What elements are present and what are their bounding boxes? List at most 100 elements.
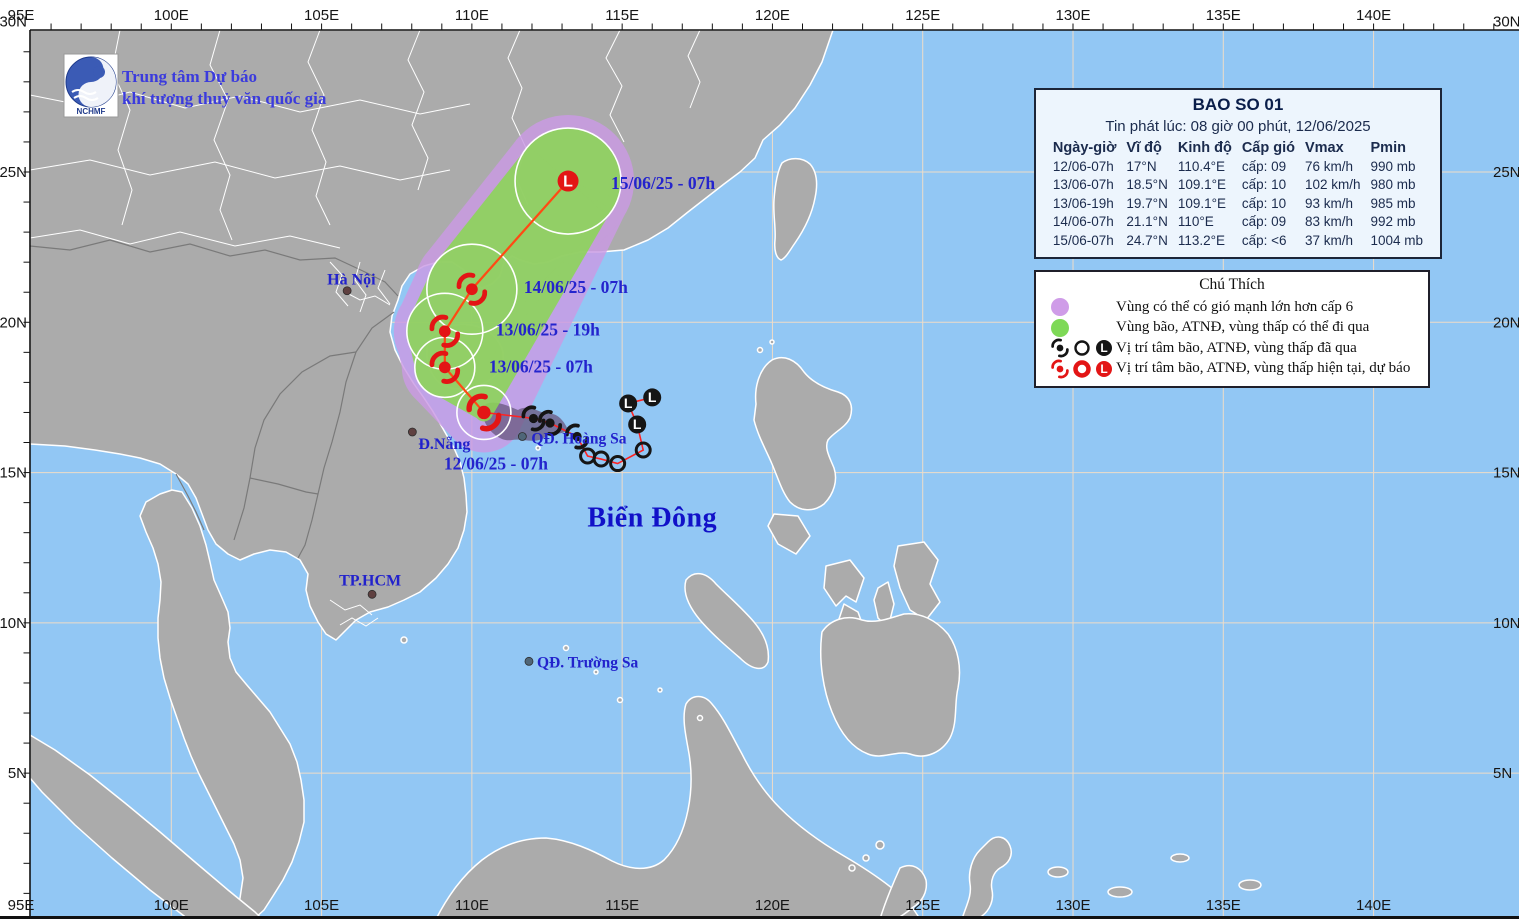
logo-abbr: NCHMF <box>77 107 106 116</box>
island-mindoro <box>767 513 811 555</box>
svg-text:L: L <box>648 389 657 405</box>
lat-label-left: 10N <box>0 615 27 632</box>
agency-name-line2: khí tượng thuỷ văn quốc gia <box>122 89 327 108</box>
current-typhoon-symbol <box>466 393 502 432</box>
sea-name-label: Biển Đông <box>587 503 717 534</box>
left-axis-strip <box>0 0 30 916</box>
place-label: TP.HCM <box>339 572 401 589</box>
country-borders <box>29 239 399 559</box>
track-date-label: 12/06/25 - 07h <box>444 453 548 473</box>
province-borders <box>29 29 701 627</box>
logo-wave-icon <box>71 89 97 95</box>
legend: Chú Thích Vùng có thể có gió mạnh lớn hơ… <box>1034 270 1430 388</box>
table-cell: cấp: <6 <box>1241 232 1287 248</box>
uncertainty-circle <box>456 384 512 441</box>
table-cell: cấp: 09 <box>1241 158 1287 174</box>
lon-label-bottom: 120E <box>755 897 790 914</box>
legend-item-current-positions: L Vị trí tâm bão, ATNĐ, vùng thấp hiện t… <box>1036 359 1428 380</box>
table-header-cell: Pmin <box>1370 140 1406 156</box>
nchmf-logo: NCHMF <box>63 53 119 118</box>
island-borneo <box>435 695 921 919</box>
table-cell: 110°E <box>1177 214 1214 229</box>
lon-label-bottom: 135E <box>1206 897 1241 914</box>
islands-dot <box>524 656 534 666</box>
table-cell: 109.1°E <box>1177 195 1227 211</box>
track-date-label: 15/06/25 - 07h <box>611 173 715 193</box>
past-low-symbol: L <box>619 394 638 413</box>
table-cell: 980 mb <box>1370 177 1416 192</box>
past-low-symbol: L <box>643 388 662 407</box>
lat-label-right: 10N <box>1493 615 1519 632</box>
table-cell: 17°N <box>1126 158 1157 174</box>
top-axis-strip <box>0 0 1519 30</box>
table-cell: cấp: 10 <box>1241 177 1287 192</box>
lon-label-top: 120E <box>755 7 790 24</box>
table-header-cell: Vĩ độ <box>1126 140 1162 156</box>
forecast-typhoon-symbol <box>429 314 461 348</box>
lat-label-right: 25N <box>1493 164 1519 181</box>
purple-area-swatch <box>1036 297 1116 317</box>
forecast-table: Ngày-giờ Vĩ độ Kinh độ Cấp gió Vmax Pmin 12/0… <box>1048 139 1428 250</box>
legend-item-wind-area: Vùng có thể có gió mạnh lớn hơn cấp 6 <box>1036 297 1428 318</box>
lon-label-top: 125E <box>905 7 940 24</box>
logo-wave2-icon <box>73 95 99 101</box>
table-row: 13/06-19h 19.7°N 109.1°E cấp: 10 93 km/h 985 … <box>1048 195 1428 214</box>
storm-title: BAO SO 01 <box>1192 95 1284 114</box>
table-cell: 985 mb <box>1370 195 1416 211</box>
table-cell: 102 km/h <box>1304 177 1361 192</box>
past-typhoon-symbol <box>538 409 563 436</box>
forecast-typhoon-symbol <box>456 272 488 306</box>
uncertainty-circle <box>514 127 622 235</box>
table-cell: 13/06-07h <box>1052 177 1114 192</box>
lon-label-bottom: 105E <box>304 897 339 914</box>
place-label: QĐ. Hoàng Sa <box>531 431 626 448</box>
table-row: 15/06-07h 24.7°N 113.2°E cấp: <6 37 km/h 1004… <box>1048 232 1428 251</box>
lon-label-bottom: 115E <box>605 897 639 914</box>
table-header-cell: Ngày-giờ <box>1052 140 1117 156</box>
lon-label-bottom: 140E <box>1356 897 1391 914</box>
table-cell: 24.7°N <box>1126 232 1168 248</box>
table-row: 12/06-07h 17°N 110.4°E cấp: 09 76 km/h 990 mb <box>1048 158 1428 177</box>
track-date-label: 13/06/25 - 19h <box>496 319 600 339</box>
bottom-border <box>0 916 1519 919</box>
islands-dot <box>517 432 527 441</box>
table-header-cell: Kinh độ <box>1177 140 1232 156</box>
lat-label-left: 20N <box>0 314 27 331</box>
past-atnd-symbol <box>609 455 627 473</box>
lat-label-left: 25N <box>0 164 27 181</box>
table-cell: 13/06-19h <box>1052 195 1114 211</box>
city-dot <box>407 427 417 437</box>
lon-label-bottom: 95E <box>8 897 35 914</box>
island-samar <box>893 541 941 621</box>
map-labels: 12/06/25 - 07h 13/06/25 - 07h 13/06/25 - 1… <box>327 173 717 671</box>
lat-label-right: 30N <box>1493 14 1519 31</box>
lon-label-bottom: 125E <box>905 897 940 914</box>
table-cell: 12/06-07h <box>1052 158 1114 174</box>
typhoon-symbol <box>1051 359 1069 379</box>
table-cell: cấp: 09 <box>1241 214 1287 229</box>
place-label: QĐ. Trường Sa <box>537 654 639 671</box>
legend-item-label: Vị trí tâm bão, ATNĐ, vùng thấp hiện tại… <box>1116 360 1411 377</box>
typhoon-symbol <box>1051 338 1069 358</box>
place-label: Đ.Nẵng <box>418 436 470 453</box>
table-cell: 37 km/h <box>1304 232 1354 248</box>
table-cell: 18.5°N <box>1126 177 1168 192</box>
island-halmahera <box>961 836 1012 919</box>
table-cell: cấp: 10 <box>1241 195 1287 211</box>
land-malay-peninsula <box>139 489 305 919</box>
track-date-label: 14/06/25 - 07h <box>524 277 628 297</box>
table-cell: 14/06-07h <box>1052 214 1114 229</box>
lon-label-bottom: 100E <box>154 897 189 914</box>
forecast-low-symbol: L <box>557 170 579 192</box>
table-row: 14/06-07h 21.1°N 110°E cấp: 09 83 km/h 992 mb <box>1048 213 1428 232</box>
lon-label-bottom: 130E <box>1055 897 1090 914</box>
table-cell: 83 km/h <box>1304 214 1354 229</box>
table-cell: 992 mb <box>1370 214 1416 229</box>
past-atnd-symbol <box>634 441 652 459</box>
island-luzon <box>753 356 853 511</box>
track-date-label: 13/06/25 - 07h <box>489 356 593 376</box>
legend-item-path-area: Vùng bão, ATNĐ, vùng thấp có thể đi qua <box>1036 318 1428 339</box>
lon-label-top: 115E <box>605 7 639 24</box>
